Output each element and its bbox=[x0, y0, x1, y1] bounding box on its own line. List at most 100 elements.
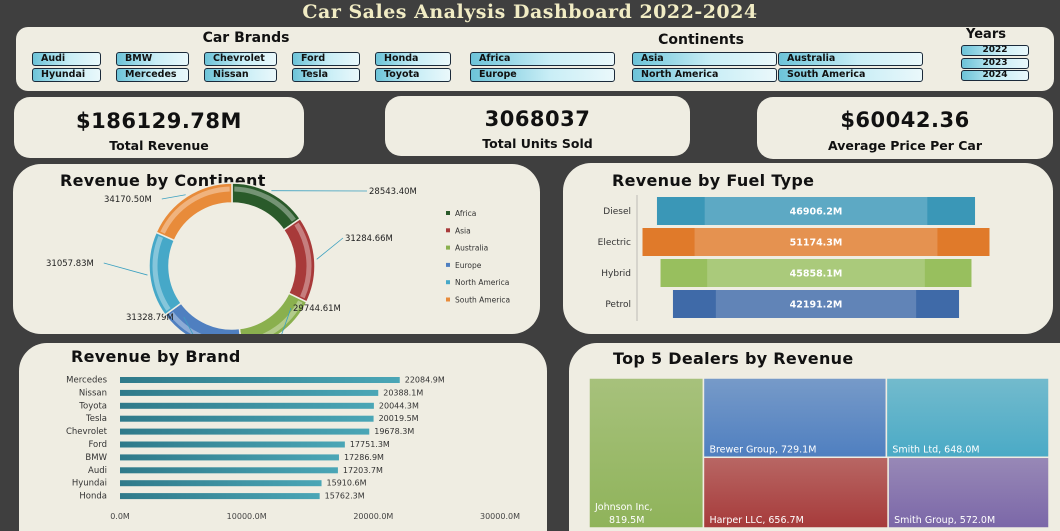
donut-chart: 28543.40M 31284.66M 29744.61M 31328.79M 3105… bbox=[46, 182, 510, 334]
donut-slice-highlight bbox=[152, 235, 171, 311]
brand-category-label: Nissan bbox=[79, 388, 107, 398]
brand-data-label: 22084.9M bbox=[405, 376, 445, 385]
treemap-tile-johnson-inc[interactable] bbox=[588, 377, 705, 529]
brand-bar-honda[interactable] bbox=[120, 493, 320, 500]
brand-chip-toyota[interactable]: Toyota bbox=[375, 68, 451, 82]
fuel-category-label: Diesel bbox=[603, 207, 631, 217]
chart-title: Revenue by Fuel Type bbox=[612, 171, 815, 190]
leader-line bbox=[316, 237, 344, 260]
legend-item-africa[interactable]: Africa bbox=[455, 209, 476, 218]
treemap-label: Johnson Inc, bbox=[594, 502, 653, 513]
leader-line bbox=[103, 262, 148, 276]
fuel-data-label: 46906.2M bbox=[790, 207, 843, 218]
donut-slice-south-america[interactable] bbox=[155, 182, 233, 242]
brand-category-label: Hyundai bbox=[72, 479, 107, 489]
year-chip-2022[interactable]: 2022 bbox=[961, 45, 1029, 56]
treemap-label: Brewer Group, 729.1M bbox=[709, 444, 816, 455]
brand-category-label: BMW bbox=[85, 453, 107, 463]
continent-chip-australia[interactable]: Australia bbox=[778, 52, 923, 66]
leader-line bbox=[161, 194, 186, 200]
brand-chip-hyundai[interactable]: Hyundai bbox=[32, 68, 101, 82]
dashboard-title: Car Sales Analysis Dashboard 2022-2024 bbox=[302, 1, 758, 23]
brand-chip-ford[interactable]: Ford bbox=[292, 52, 360, 66]
chart-title: Revenue by Brand bbox=[71, 347, 241, 366]
fuel-bar-glow bbox=[707, 259, 925, 287]
brand-chip-audi[interactable]: Audi bbox=[32, 52, 101, 66]
brand-chip-bmw[interactable]: BMW bbox=[116, 52, 189, 66]
brand-chip-honda[interactable]: Honda bbox=[375, 52, 451, 66]
treemap-value: 819.5M bbox=[609, 515, 644, 526]
kpi-label: Total Units Sold bbox=[482, 136, 593, 151]
legend-item-asia[interactable]: Asia bbox=[455, 226, 471, 235]
continent-chip-asia[interactable]: Asia bbox=[632, 52, 777, 66]
brand-chip-chevrolet[interactable]: Chevrolet bbox=[204, 52, 277, 66]
brand-data-label: 17286.9M bbox=[344, 453, 384, 462]
brand-data-label: 15762.3M bbox=[325, 492, 365, 501]
fuel-category-label: Petrol bbox=[605, 300, 631, 310]
brand-bar-chevrolet[interactable] bbox=[120, 428, 370, 435]
donut-slice-highlight bbox=[262, 300, 303, 334]
donut-slice-australia[interactable] bbox=[238, 292, 308, 334]
brand-bar-bmw[interactable] bbox=[120, 454, 339, 461]
brand-bar-mercedes[interactable] bbox=[120, 377, 400, 383]
kpi-value: 3068037 bbox=[484, 107, 591, 131]
brand-chip-mercedes[interactable]: Mercedes bbox=[116, 68, 189, 82]
legend-item-south-america[interactable]: South America bbox=[455, 296, 510, 305]
fuel-bar-diesel[interactable] bbox=[656, 197, 976, 225]
brand-chip-nissan[interactable]: Nissan bbox=[204, 68, 277, 82]
brand-bar-nissan[interactable] bbox=[120, 389, 379, 396]
brand-bar-tesla[interactable] bbox=[120, 415, 374, 422]
brand-category-label: Mercedes bbox=[66, 376, 107, 386]
brand-data-label: 17203.7M bbox=[343, 466, 383, 475]
x-tick-label: 0.0M bbox=[110, 512, 130, 521]
brand-category-label: Audi bbox=[88, 466, 107, 476]
donut-slice-highlight bbox=[234, 186, 296, 222]
treemap-tile-harper-llc[interactable] bbox=[702, 456, 889, 529]
fuel-data-label: 45858.1M bbox=[790, 269, 843, 280]
brand-chip-tesla[interactable]: Tesla bbox=[292, 68, 360, 82]
treemap-label: Smith Group, 572.0M bbox=[894, 515, 995, 526]
leader-line bbox=[281, 307, 292, 334]
treemap-label: Harper LLC, 656.7M bbox=[709, 515, 803, 526]
legend-swatch bbox=[446, 297, 450, 302]
fuel-bar-hybrid[interactable] bbox=[660, 259, 972, 287]
brand-bar-audi[interactable] bbox=[120, 467, 338, 474]
continent-chip-north-america[interactable]: North America bbox=[632, 68, 777, 82]
legend-item-north-america[interactable]: North America bbox=[455, 278, 509, 287]
treemap-label: Smith Ltd, 648.0M bbox=[892, 444, 979, 455]
years-slicer-title: Years bbox=[966, 27, 1006, 42]
continent-chip-south-america[interactable]: South America bbox=[778, 68, 923, 82]
continent-chip-europe[interactable]: Europe bbox=[470, 68, 615, 82]
brand-bar-toyota[interactable] bbox=[120, 402, 374, 409]
donut-slice-highlight bbox=[160, 186, 230, 234]
fuel-bar-glow bbox=[704, 197, 928, 225]
continent-chip-africa[interactable]: Africa bbox=[470, 52, 615, 66]
donut-data-label: 31284.66M bbox=[345, 234, 393, 244]
treemap-tile-brewer-group[interactable] bbox=[702, 377, 888, 459]
brand-category-label: Chevrolet bbox=[66, 427, 108, 437]
legend-item-australia[interactable]: Australia bbox=[455, 244, 488, 253]
chart-title: Top 5 Dealers by Revenue bbox=[613, 349, 854, 368]
year-chip-2024[interactable]: 2024 bbox=[961, 70, 1029, 81]
year-chip-2023[interactable]: 2023 bbox=[961, 57, 1029, 69]
brand-category-label: Honda bbox=[79, 492, 107, 502]
brand-data-label: 19678.3M bbox=[374, 427, 414, 436]
fuel-bar-petrol[interactable] bbox=[672, 290, 960, 318]
donut-data-label: 28543.40M bbox=[369, 187, 417, 197]
donut-data-label: 31057.83M bbox=[46, 259, 94, 269]
treemap-tile-smith-ltd[interactable] bbox=[885, 377, 1050, 459]
donut-data-label: 34170.50M bbox=[104, 195, 152, 205]
fuel-chart-card: Revenue by Fuel Type 46906.2M Diesel 51174… bbox=[563, 163, 1053, 334]
brand-chart-card: Revenue by Brand Mercedes 22084.9M Nissan 2… bbox=[19, 343, 547, 531]
treemap-tile-smith-group[interactable] bbox=[887, 456, 1050, 529]
legend-swatch bbox=[446, 211, 450, 215]
fuel-bar-electric[interactable] bbox=[642, 228, 990, 256]
donut-slice-highlight bbox=[294, 222, 312, 299]
brand-data-label: 15910.6M bbox=[327, 479, 367, 488]
legend-item-europe[interactable]: Europe bbox=[455, 261, 482, 270]
brand-data-label: 20388.1M bbox=[383, 388, 423, 397]
brand-bar-chart: Mercedes 22084.9M Nissan 20388.1M Toyota 2004… bbox=[66, 376, 520, 522]
brand-bar-ford[interactable] bbox=[120, 441, 345, 448]
legend-swatch bbox=[446, 280, 450, 285]
brand-bar-hyundai[interactable] bbox=[120, 480, 322, 487]
